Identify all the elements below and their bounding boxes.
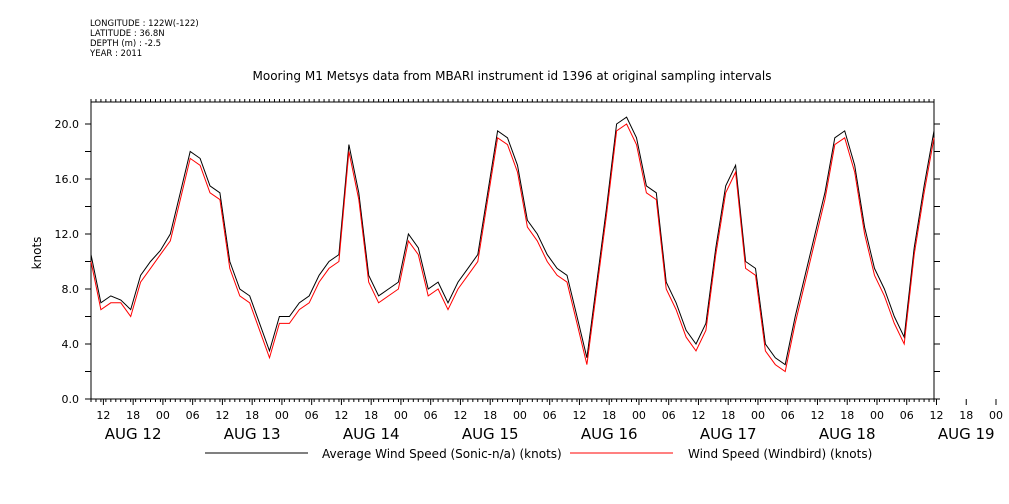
x-day-label: AUG 14 [343, 425, 400, 443]
series-group [90, 116, 935, 373]
x-hour-label: 00 [632, 409, 646, 422]
y-axis: 0.0 4.0 8.0 12.0 16.0 20.0 [55, 118, 940, 406]
x-hour-label: 00 [751, 409, 765, 422]
depth-label: DEPTH (m) : -2.5 [90, 39, 162, 49]
legend-label-windbird: Wind Speed (Windbird) (knots) [688, 447, 872, 461]
x-day-label: AUG 12 [105, 425, 162, 443]
x-day-label: AUG 17 [700, 425, 757, 443]
x-hour-label: 18 [840, 409, 854, 422]
x-day-label: AUG 13 [224, 425, 281, 443]
x-axis: 12 18 00 06 12 18 00 06 12 18 00 06 12 18 00 06 12 18 00 06… [96, 399, 1003, 443]
legend-label-average: Average Wind Speed (Sonic-n/a) (knots) [322, 447, 562, 461]
x-day-label: AUG 18 [819, 425, 876, 443]
x-hour-label: 00 [870, 409, 884, 422]
y-tick-label: 0.0 [62, 393, 80, 406]
windbird-wind-speed-line [90, 123, 935, 373]
x-hour-label: 12 [215, 409, 229, 422]
x-hour-label: 06 [305, 409, 319, 422]
station-metadata: LONGITUDE : 122W(-122) LATITUDE : 36.8N … [90, 19, 199, 59]
y-axis-label: knots [30, 237, 44, 270]
x-hour-label: 06 [186, 409, 200, 422]
x-hour-label: 12 [810, 409, 824, 422]
y-tick-label: 16.0 [55, 173, 80, 186]
x-hour-label: 18 [721, 409, 735, 422]
x-hour-label: 18 [245, 409, 259, 422]
minor-ticks [90, 99, 935, 402]
plot-frame [90, 101, 935, 400]
x-hour-label: 06 [543, 409, 557, 422]
year-label: YEAR : 2011 [90, 49, 143, 59]
x-hour-label: 12 [453, 409, 467, 422]
x-day-label: AUG 15 [462, 425, 519, 443]
average-wind-speed-line [90, 116, 935, 366]
x-hour-label: 06 [424, 409, 438, 422]
x-hour-label: 12 [96, 409, 110, 422]
x-hour-label: 12 [691, 409, 705, 422]
x-hour-label: 18 [959, 409, 973, 422]
x-hour-label: 18 [602, 409, 616, 422]
x-hour-label: 18 [126, 409, 140, 422]
x-day-label: AUG 19 [938, 425, 995, 443]
x-hour-label: 00 [156, 409, 170, 422]
x-hour-label: 12 [572, 409, 586, 422]
x-hour-label: 00 [513, 409, 527, 422]
y-tick-label: 4.0 [62, 338, 80, 351]
y-tick-label: 12.0 [55, 228, 80, 241]
x-hour-label: 06 [662, 409, 676, 422]
x-hour-label: 12 [929, 409, 943, 422]
x-hour-label: 00 [275, 409, 289, 422]
x-day-label: AUG 16 [581, 425, 638, 443]
y-tick-label: 20.0 [55, 118, 80, 131]
legend: Average Wind Speed (Sonic-n/a) (knots) W… [205, 447, 872, 461]
x-hour-label: 06 [781, 409, 795, 422]
x-hour-label: 06 [900, 409, 914, 422]
x-hour-label: 18 [364, 409, 378, 422]
x-hour-label: 00 [989, 409, 1003, 422]
x-hour-label: 12 [334, 409, 348, 422]
chart-title: Mooring M1 Metsys data from MBARI instru… [253, 69, 772, 83]
y-tick-label: 8.0 [62, 283, 80, 296]
x-hour-label: 18 [483, 409, 497, 422]
x-hour-label: 00 [394, 409, 408, 422]
longitude-label: LONGITUDE : 122W(-122) [90, 19, 199, 29]
latitude-label: LATITUDE : 36.8N [90, 29, 165, 39]
